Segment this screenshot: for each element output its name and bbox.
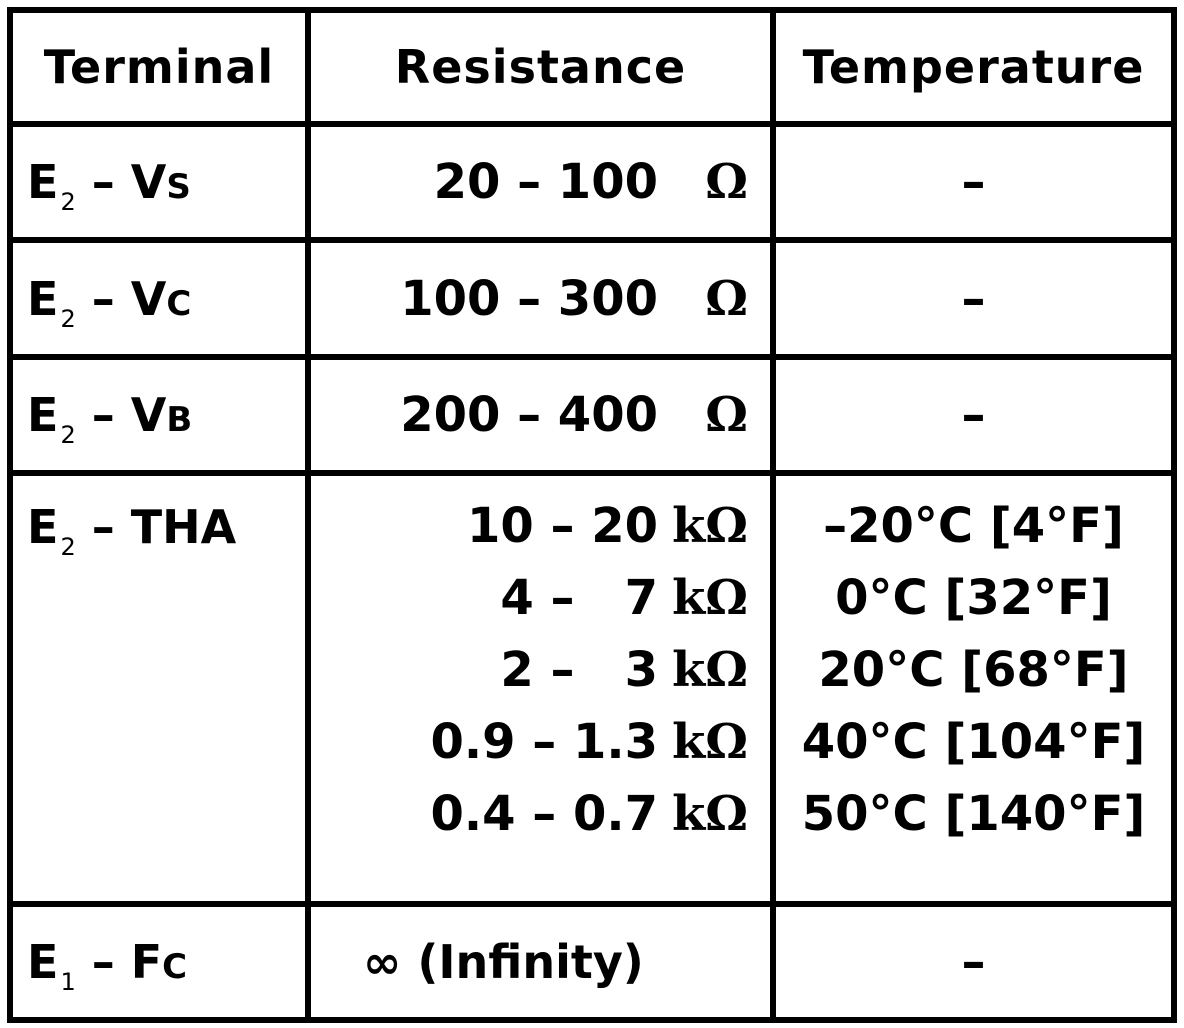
- resistance-cell: ∞ (Infinity): [305, 900, 776, 1024]
- resistance-range: 100 – 300: [400, 270, 658, 327]
- terminal-pin: – F: [75, 934, 163, 989]
- terminal-pin-suffix: S: [166, 167, 191, 208]
- resistance-unit: kΩ: [672, 713, 748, 770]
- resistance-range: 0.9 – 1.3: [430, 713, 658, 770]
- resistance-unit: kΩ: [672, 785, 748, 842]
- resistance-unit: Ω: [705, 270, 748, 327]
- header-temperature: Temperature: [770, 6, 1177, 128]
- terminal-pin: – V: [75, 271, 167, 326]
- terminal-pin: – V: [75, 387, 167, 442]
- terminal-main: E: [27, 387, 59, 442]
- temperature-value: –: [961, 386, 986, 443]
- resistance-unit: kΩ: [672, 497, 748, 554]
- temperature-value: –20°C [4°F]: [823, 497, 1124, 554]
- header-row: Terminal Resistance Temperature: [7, 6, 1177, 128]
- resistance-cell: 100 – 300 Ω: [305, 237, 776, 360]
- terminal-subscript: 2: [60, 304, 76, 333]
- terminal-cell: E2 – VC: [7, 237, 311, 360]
- terminal-pin-suffix: C: [166, 283, 192, 324]
- resistance-range: 200 – 400: [400, 386, 658, 443]
- resistance-unit: Ω: [705, 386, 748, 443]
- resistance-unit: kΩ: [672, 569, 748, 626]
- table-row: E2 – VB 200 – 400 Ω –: [7, 353, 1177, 476]
- temperature-value: 50°C [140°F]: [801, 785, 1146, 842]
- terminal-cell: E2 – THA: [7, 469, 311, 907]
- terminal-pin: – THA: [75, 499, 237, 554]
- terminal-subscript: 2: [60, 188, 76, 217]
- terminal-main: E: [27, 271, 59, 326]
- table-row: E1 – FC ∞ (Infinity) –: [7, 900, 1177, 1024]
- temperature-cell: –: [770, 900, 1177, 1024]
- resistance-unit: kΩ: [672, 641, 748, 698]
- terminal-pin-suffix: B: [166, 399, 193, 440]
- resistance-range: 10 – 20: [466, 497, 658, 554]
- header-terminal: Terminal: [7, 6, 311, 128]
- resistance-range: 0.4 – 0.7: [430, 785, 658, 842]
- terminal-subscript: 2: [60, 420, 76, 449]
- table-row: E2 – THA 10 – 20 kΩ 4 – 7 kΩ 2 – 3 kΩ 0.9 –…: [7, 469, 1177, 907]
- terminal-subscript: 1: [60, 967, 76, 996]
- resistance-range: 2 – 3: [500, 641, 658, 698]
- temperature-cell: –: [770, 237, 1177, 360]
- table-row: E2 – VS 20 – 100 Ω –: [7, 121, 1177, 244]
- resistance-range: 4 – 7: [500, 569, 658, 626]
- terminal-cell: E2 – VS: [7, 121, 311, 244]
- terminal-cell: E1 – FC: [7, 900, 311, 1024]
- terminal-main: E: [27, 499, 59, 554]
- terminal-main: E: [27, 934, 59, 989]
- terminal-pin-suffix: C: [162, 946, 188, 987]
- temperature-value: –: [961, 154, 986, 211]
- table-row: E2 – VC 100 – 300 Ω –: [7, 237, 1177, 360]
- resistance-range: 20 – 100: [433, 154, 658, 211]
- resistance-cell: 200 – 400 Ω: [305, 353, 776, 476]
- terminal-cell: E2 – VB: [7, 353, 311, 476]
- temperature-value: –: [961, 270, 986, 327]
- resistance-unit: Ω: [705, 154, 748, 211]
- temperature-value: –: [961, 933, 986, 990]
- resistance-cell: 20 – 100 Ω: [305, 121, 776, 244]
- temperature-cell: –: [770, 121, 1177, 244]
- temperature-value: 0°C [32°F]: [835, 569, 1112, 626]
- resistance-cell: 10 – 20 kΩ 4 – 7 kΩ 2 – 3 kΩ 0.9 – 1.3 kΩ 0.…: [305, 469, 776, 907]
- terminal-main: E: [27, 155, 59, 210]
- temperature-cell: –20°C [4°F] 0°C [32°F] 20°C [68°F] 40°C …: [770, 469, 1177, 907]
- temperature-cell: –: [770, 353, 1177, 476]
- resistance-table: Terminal Resistance Temperature E2 – VS …: [7, 6, 1177, 1024]
- temperature-value: 40°C [104°F]: [801, 713, 1146, 770]
- terminal-subscript: 2: [60, 532, 76, 561]
- temperature-value: 20°C [68°F]: [818, 641, 1129, 698]
- header-resistance: Resistance: [305, 6, 776, 128]
- terminal-pin: – V: [75, 155, 167, 210]
